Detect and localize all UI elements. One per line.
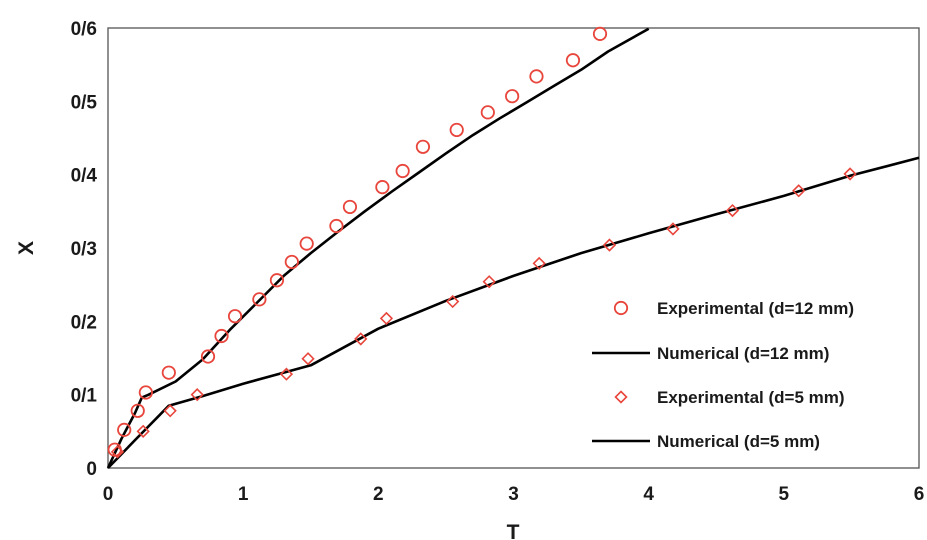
data-point-circle [299, 236, 314, 251]
x-tick-label: 4 [643, 484, 654, 505]
data-point-diamond [354, 332, 368, 346]
legend: Experimental (d=12 mm) Numerical (d=12 mm… [592, 299, 854, 451]
y-tick-label: 0/5 [71, 92, 98, 113]
data-point-circle [395, 163, 410, 179]
x-tick-label: 5 [779, 484, 790, 505]
data-point-diamond [843, 167, 857, 181]
y-axis-label: X [15, 241, 38, 255]
y-tick-label: 0 [86, 459, 97, 480]
data-point-circle [480, 105, 495, 120]
legend-label: Numerical (d=5 mm) [657, 432, 820, 451]
data-point-circle [138, 385, 153, 400]
x-tick-label: 6 [914, 484, 925, 505]
data-point-circle [161, 365, 176, 380]
data-point-circle [227, 309, 243, 324]
legend-marker-circle [613, 300, 629, 316]
series-markers [107, 26, 857, 459]
legend-marker-diamond [614, 390, 628, 404]
y-axis-ticks: 0 0/1 0/2 0/3 0/4 0/5 0/6 [71, 19, 98, 480]
data-point-diamond [163, 404, 177, 418]
x-axis-label: T [507, 521, 520, 540]
data-point-diamond [446, 294, 460, 309]
y-tick-label: 0/6 [71, 19, 97, 40]
data-point-circle [252, 292, 267, 307]
data-point-circle [375, 180, 390, 195]
data-point-diamond [666, 222, 680, 236]
data-point-circle [415, 139, 431, 154]
data-point-circle [269, 273, 285, 288]
data-point-diamond [482, 275, 496, 289]
data-point-diamond [602, 238, 617, 252]
data-point-diamond [725, 203, 740, 218]
legend-label: Experimental (d=12 mm) [657, 299, 854, 318]
data-point-circle [449, 122, 464, 138]
data-point-circle [329, 218, 344, 234]
legend-label: Numerical (d=12 mm) [657, 344, 829, 363]
y-tick-label: 0/1 [71, 386, 98, 407]
data-point-circle [117, 422, 132, 437]
data-point-circle [214, 328, 229, 344]
data-point-circle [342, 199, 358, 215]
x-tick-label: 3 [508, 484, 519, 505]
legend-label: Experimental (d=5 mm) [657, 388, 845, 407]
plot-area [107, 27, 920, 469]
data-point-diamond [190, 388, 204, 402]
series-line-3 [107, 156, 920, 469]
data-point-diamond [792, 184, 806, 198]
data-point-circle [565, 53, 581, 68]
data-point-diamond [532, 256, 546, 271]
x-tick-label: 0 [103, 484, 114, 505]
data-point-circle [200, 349, 216, 364]
data-point-circle [505, 89, 520, 104]
data-point-diamond [110, 445, 125, 459]
y-tick-label: 0/3 [71, 239, 97, 260]
data-point-diamond [301, 352, 315, 366]
data-point-diamond [279, 367, 294, 381]
data-point-circle [130, 403, 145, 418]
x-tick-label: 2 [373, 484, 384, 505]
data-point-diamond [379, 311, 394, 326]
y-tick-label: 0/2 [71, 312, 97, 333]
y-tick-label: 0/4 [71, 166, 98, 187]
data-point-circle [529, 69, 544, 84]
x-axis-ticks: 0 1 2 3 4 5 6 [103, 484, 925, 505]
data-point-diamond [136, 424, 150, 438]
data-point-circle [284, 254, 299, 270]
x-tick-label: 1 [238, 484, 249, 505]
data-point-circle [592, 26, 608, 41]
